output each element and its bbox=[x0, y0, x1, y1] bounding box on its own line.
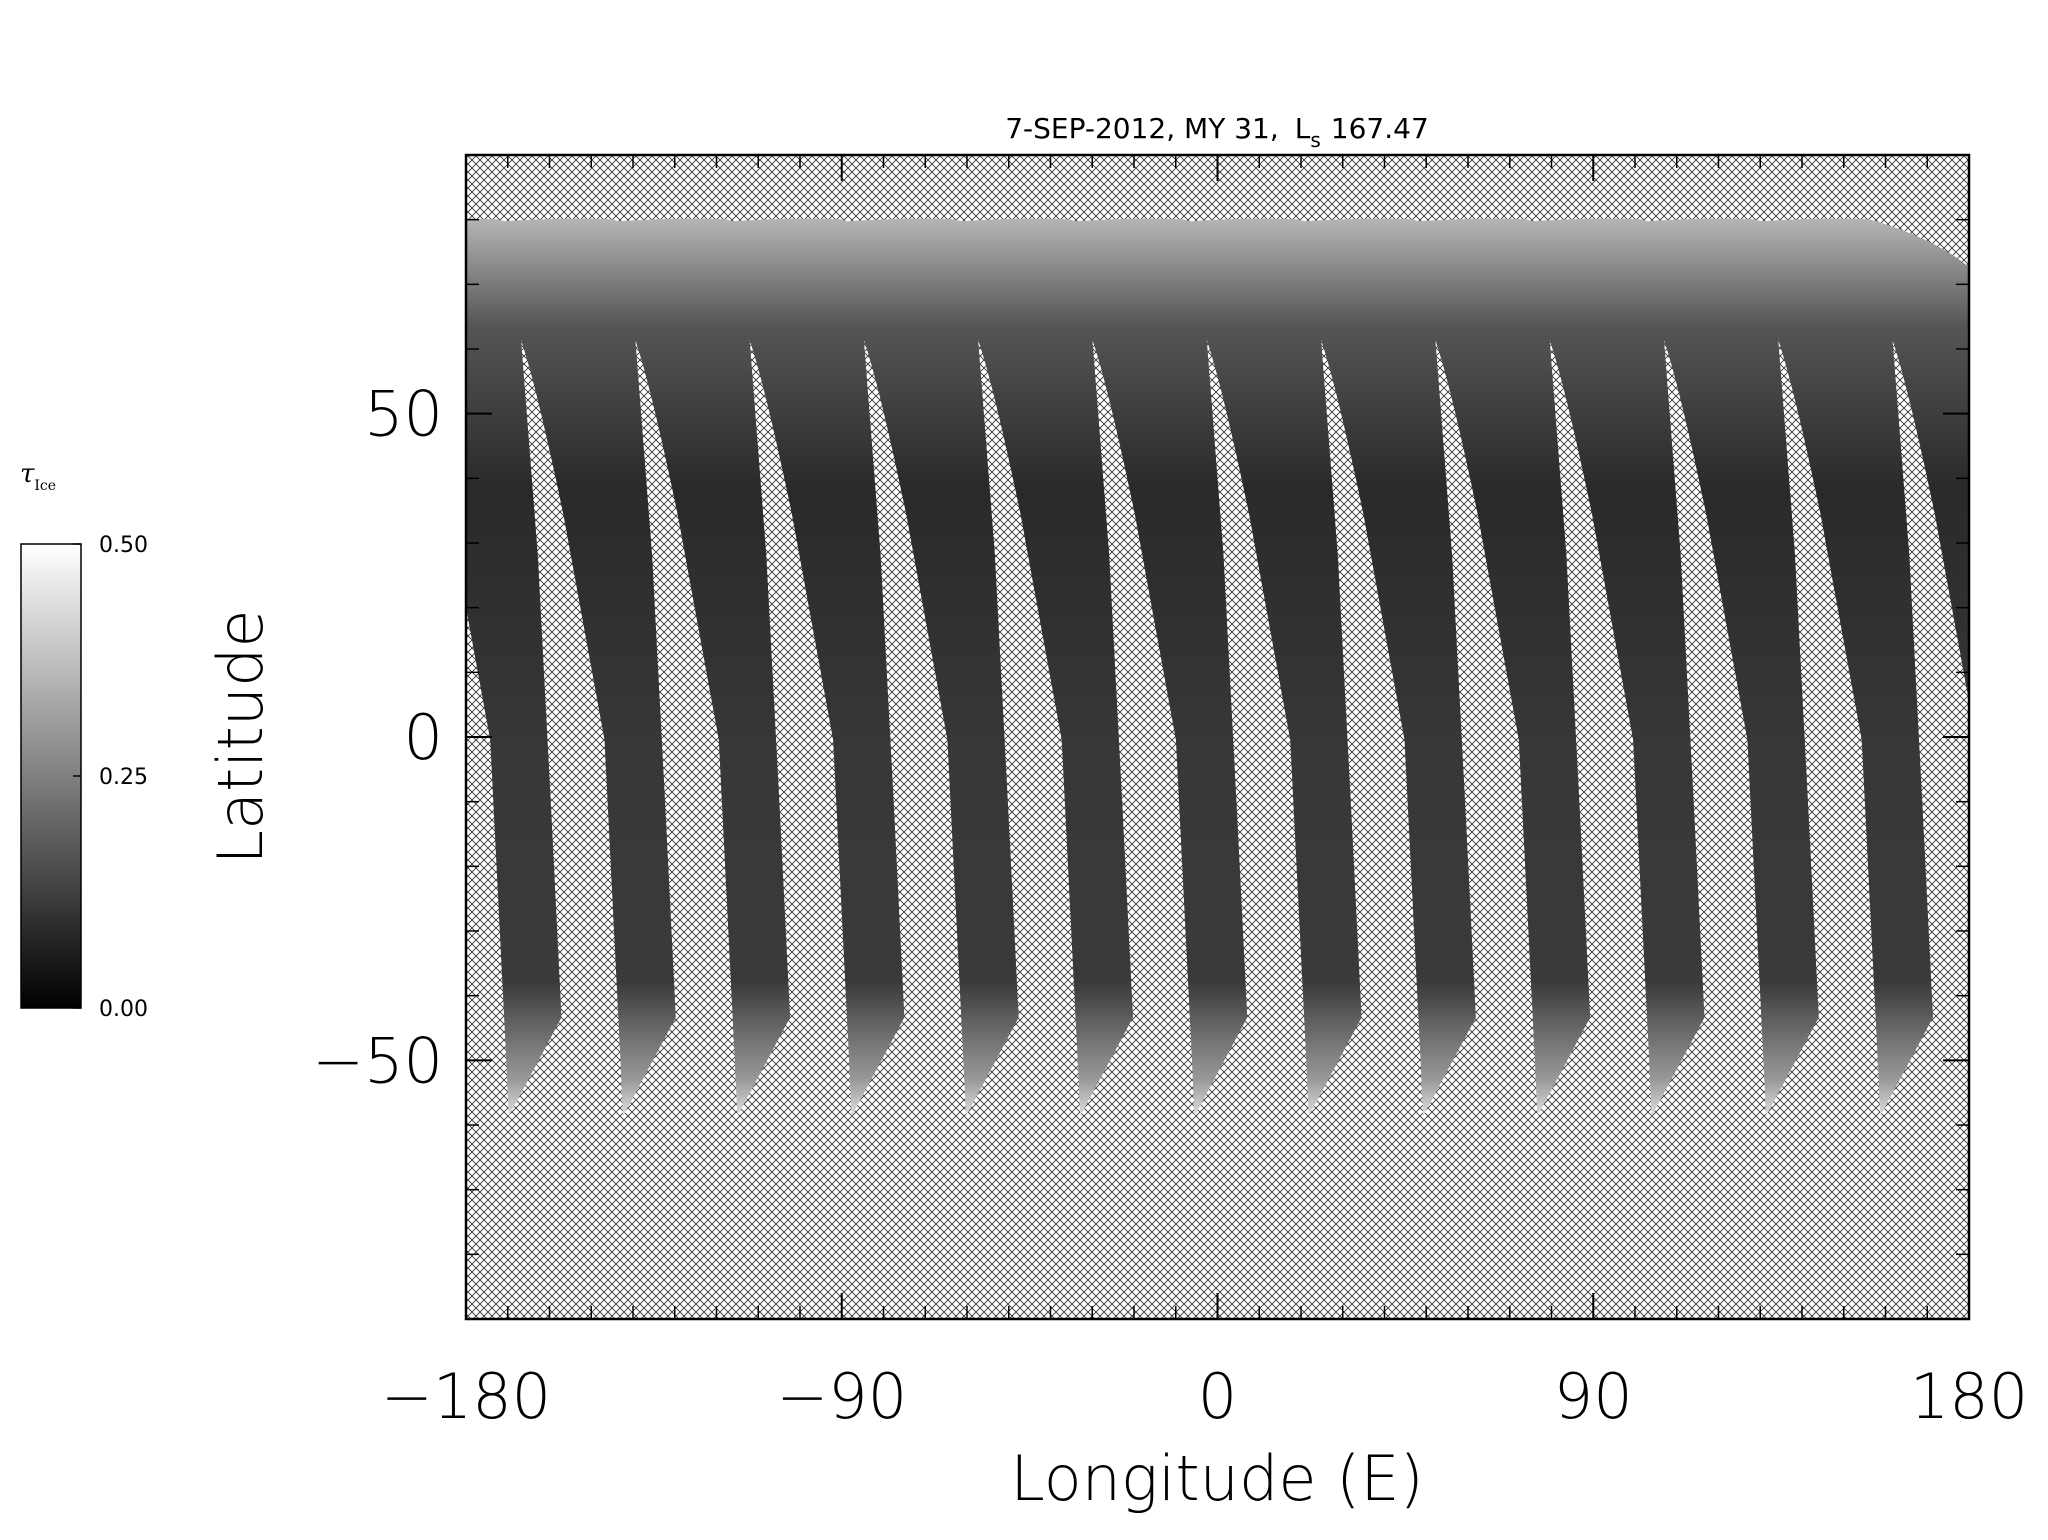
title-value: 167.47 bbox=[1331, 112, 1429, 145]
swaths bbox=[466, 218, 1969, 1117]
colorbar bbox=[20, 543, 82, 1009]
swath bbox=[1495, 218, 1819, 1117]
colorbar-tick-label: 0.00 bbox=[99, 997, 148, 1022]
x-tick-label: 180 bbox=[1910, 1360, 2028, 1433]
swath bbox=[1380, 218, 1705, 1117]
colorbar-label: τIce bbox=[20, 459, 56, 494]
swath bbox=[1152, 218, 1476, 1117]
y-tick-label: 0 bbox=[404, 701, 443, 774]
swath bbox=[466, 218, 791, 1117]
title-subscript: s bbox=[1310, 128, 1320, 152]
swath bbox=[695, 218, 1019, 1117]
swath bbox=[1266, 218, 1591, 1117]
y-axis-label: Latitude bbox=[204, 609, 277, 864]
x-tick-label: −90 bbox=[776, 1360, 907, 1433]
x-tick-label: −180 bbox=[381, 1360, 551, 1433]
y-tick-label: −50 bbox=[312, 1024, 443, 1097]
swath bbox=[809, 218, 1133, 1117]
title-symbol: L bbox=[1295, 112, 1311, 145]
x-tick-label: 90 bbox=[1554, 1360, 1633, 1433]
swath bbox=[1609, 218, 1933, 1117]
x-tick-label: 0 bbox=[1198, 1360, 1237, 1433]
x-axis-label: Longitude (E) bbox=[1010, 1442, 1423, 1515]
colorbar-tick-label: 0.25 bbox=[99, 765, 148, 790]
swath bbox=[923, 218, 1248, 1117]
swath bbox=[466, 254, 562, 1117]
swath bbox=[1037, 218, 1362, 1117]
colorbar-symbol: τ bbox=[20, 459, 35, 489]
colorbar-subscript: Ice bbox=[34, 478, 56, 494]
swath bbox=[580, 218, 905, 1117]
title-text: 7-SEP-2012, MY 31, bbox=[1005, 112, 1279, 145]
swath bbox=[1723, 218, 1969, 702]
chart-title: 7-SEP-2012, MY 31, Ls 167.47 bbox=[1005, 112, 1429, 152]
swath bbox=[466, 218, 676, 1117]
colorbar-tick-label: 0.50 bbox=[99, 533, 148, 558]
y-tick-label: 50 bbox=[364, 378, 443, 451]
